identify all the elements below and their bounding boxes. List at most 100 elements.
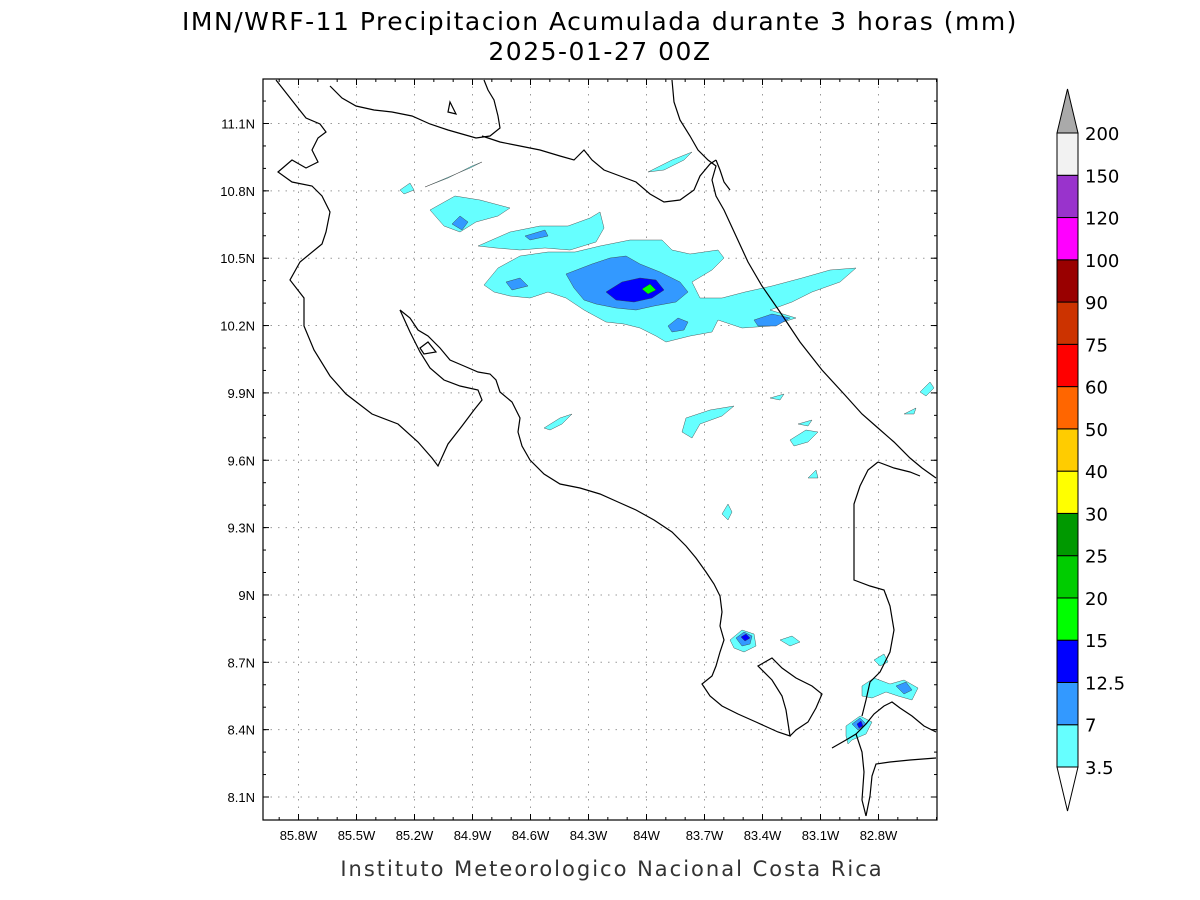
caribbean-coast bbox=[671, 79, 937, 479]
precip-area-7 bbox=[451, 215, 469, 231]
map-background bbox=[263, 79, 937, 820]
institution-credit: Instituto Meteorologico Nacional Costa R… bbox=[340, 857, 883, 881]
axis-ticks bbox=[263, 79, 937, 820]
lat-tick-label: 10.5N bbox=[220, 251, 255, 266]
precip-area-3.5 bbox=[807, 469, 819, 479]
colorbar-swatch bbox=[1056, 217, 1079, 261]
colorbar-swatch bbox=[1056, 681, 1079, 726]
colorbar-level-label: 90 bbox=[1085, 293, 1108, 314]
longitude-axis: 85.8W 85.5W 85.2W 84.9W 84.6W 84.3W 84W 83.7W 83… bbox=[280, 828, 898, 843]
nicaragua-pacific-coast bbox=[275, 79, 483, 468]
precip-area-3.5 bbox=[647, 151, 693, 173]
precip-area-7 bbox=[667, 317, 689, 333]
panama-border bbox=[865, 757, 937, 817]
colorbar-swatch bbox=[1056, 343, 1079, 388]
burica-tip bbox=[855, 733, 867, 817]
colorbar-level-label: 100 bbox=[1085, 251, 1119, 272]
precip-area-3.5 bbox=[721, 503, 733, 521]
lat-tick-label: 10.8N bbox=[220, 184, 255, 199]
precip-area-3.5 bbox=[769, 393, 785, 401]
colorbar-level-label: 200 bbox=[1085, 124, 1119, 145]
precip-area-15 bbox=[641, 283, 657, 295]
lon-tick-label: 83.4W bbox=[744, 828, 782, 843]
precip-area-3.5 bbox=[797, 419, 813, 427]
san-juan-river-mouth bbox=[715, 159, 731, 191]
colorbar-swatch bbox=[1056, 301, 1079, 345]
colorbar-swatch bbox=[1056, 386, 1079, 430]
precip-area-3.5 bbox=[429, 195, 511, 233]
colorbar-level-label: 3.5 bbox=[1085, 758, 1114, 779]
precip-area-12.5 bbox=[856, 720, 864, 729]
nicoya-island bbox=[419, 341, 438, 355]
lon-tick-label: 83.1W bbox=[802, 828, 840, 843]
colorbar-level-label: 20 bbox=[1085, 589, 1108, 610]
lat-tick-label: 9.9N bbox=[228, 386, 255, 401]
lon-tick-label: 84W bbox=[633, 828, 660, 843]
colorbar-level-label: 40 bbox=[1085, 462, 1108, 483]
lon-tick-label: 84.3W bbox=[570, 828, 608, 843]
lat-tick-label: 11.1N bbox=[221, 117, 255, 132]
border-costa-rica-nicaragua-east bbox=[481, 135, 717, 203]
colorbar-swatch bbox=[1056, 174, 1079, 219]
colorbar-bottom-arrow bbox=[1056, 766, 1079, 812]
colorbar-swatch bbox=[1056, 512, 1079, 557]
precip-area-3.5 bbox=[424, 161, 483, 188]
precip-area-7 bbox=[753, 313, 791, 327]
precip-area-3.5 bbox=[845, 715, 873, 745]
colorbar-swatch bbox=[1056, 259, 1079, 303]
colorbar-level-label: 12.5 bbox=[1085, 673, 1125, 694]
lat-tick-label: 8.7N bbox=[228, 655, 255, 670]
precip-area-12.5 bbox=[605, 277, 665, 303]
coastline bbox=[275, 79, 937, 817]
gulf-of-nicoya-coast bbox=[399, 309, 823, 737]
colorbar-swatch bbox=[1056, 470, 1079, 514]
precip-area-7 bbox=[524, 229, 549, 241]
map-subtitle: 2025-01-27 00Z bbox=[488, 37, 711, 66]
map-frame bbox=[262, 78, 938, 821]
precip-area-3.5 bbox=[681, 405, 735, 439]
colorbar-level-label: 50 bbox=[1085, 420, 1108, 441]
lake-island bbox=[447, 100, 458, 115]
colorbar-level-label: 150 bbox=[1085, 166, 1119, 187]
bocas-coast bbox=[877, 461, 921, 477]
latitude-axis: 11.1N 10.8N 10.5N 10.2N 9.9N 9.6N 9.3N 9N 8.7N 8.… bbox=[220, 117, 255, 806]
colorbar-level-label: 7 bbox=[1085, 716, 1096, 737]
precip-area-3.5 bbox=[399, 182, 415, 195]
colorbar-swatch bbox=[1056, 639, 1079, 683]
colorbar-level-label: 120 bbox=[1085, 209, 1119, 230]
lon-tick-label: 85.5W bbox=[338, 828, 376, 843]
precip-area-12.5 bbox=[740, 633, 751, 642]
precip-area-7 bbox=[895, 681, 913, 695]
precip-area-3.5 bbox=[543, 413, 573, 431]
colorbar-swatch bbox=[1056, 724, 1079, 768]
lat-tick-label: 9N bbox=[238, 588, 255, 603]
lon-tick-label: 85.8W bbox=[280, 828, 318, 843]
colorbar-level-label: 15 bbox=[1085, 631, 1108, 652]
lon-tick-label: 83.7W bbox=[686, 828, 724, 843]
lon-tick-label: 82.8W bbox=[860, 828, 898, 843]
colorbar-level-label: 75 bbox=[1085, 335, 1108, 356]
precip-area-7 bbox=[505, 277, 529, 291]
lon-tick-label: 84.6W bbox=[512, 828, 550, 843]
border-costa-rica-nicaragua bbox=[329, 79, 501, 139]
precip-area-3.5 bbox=[919, 381, 935, 397]
lat-tick-label: 9.6N bbox=[228, 453, 255, 468]
lat-tick-label: 10.2N bbox=[220, 319, 255, 334]
lat-tick-label: 8.1N bbox=[228, 790, 255, 805]
colorbar: 3.5 7 12.5 15 20 25 30 40 50 60 75 90 100 120 150 200 bbox=[1056, 88, 1125, 812]
map-panel bbox=[262, 78, 938, 821]
panama-border-north bbox=[853, 461, 895, 717]
colorbar-swatch bbox=[1056, 555, 1079, 599]
map-title: IMN/WRF-11 Precipitacion Acumulada duran… bbox=[182, 7, 1018, 36]
colorbar-level-label: 60 bbox=[1085, 378, 1108, 399]
precip-area-3.5 bbox=[903, 407, 917, 415]
lon-tick-label: 85.2W bbox=[396, 828, 434, 843]
colorbar-swatch bbox=[1056, 597, 1079, 641]
precip-area-3.5 bbox=[789, 429, 819, 447]
colorbar-level-label: 30 bbox=[1085, 504, 1108, 525]
colorbar-top-arrow bbox=[1056, 88, 1079, 134]
osa-burica-coast bbox=[831, 701, 937, 749]
colorbar-level-label: 25 bbox=[1085, 547, 1108, 568]
lon-tick-label: 84.9W bbox=[454, 828, 492, 843]
